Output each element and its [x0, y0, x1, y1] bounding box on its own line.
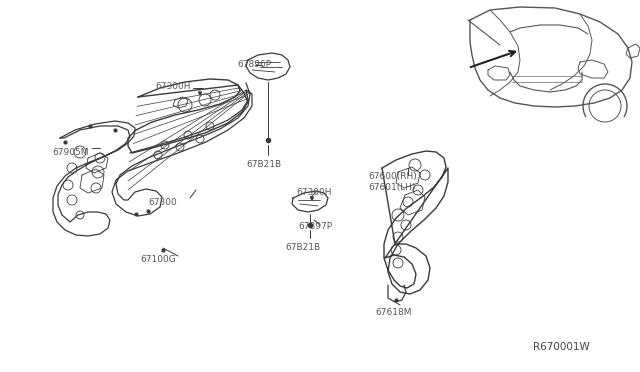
- Polygon shape: [310, 197, 314, 200]
- Text: 67905M: 67905M: [52, 148, 88, 157]
- Text: 67B21B: 67B21B: [285, 243, 320, 252]
- Text: 67300: 67300: [148, 198, 177, 207]
- Text: 67600(RH): 67600(RH): [368, 172, 417, 181]
- Text: R670001W: R670001W: [533, 342, 590, 352]
- Text: 67601(LH): 67601(LH): [368, 183, 415, 192]
- Text: 67300H: 67300H: [155, 82, 191, 91]
- Text: 67300H: 67300H: [296, 188, 332, 197]
- Text: 67897P: 67897P: [298, 222, 332, 231]
- Text: 67B21B: 67B21B: [246, 160, 281, 169]
- Polygon shape: [198, 92, 202, 95]
- Text: 67618M: 67618M: [375, 308, 412, 317]
- Text: 67896P: 67896P: [237, 60, 271, 69]
- Text: 67100G: 67100G: [140, 255, 176, 264]
